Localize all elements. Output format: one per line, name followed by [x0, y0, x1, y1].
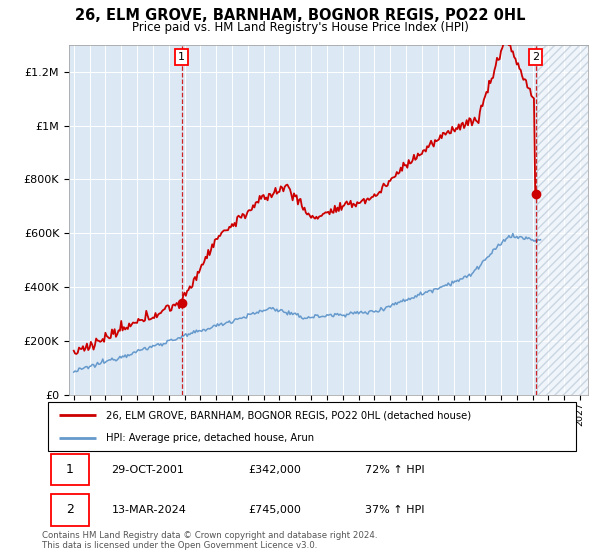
Text: 72% ↑ HPI: 72% ↑ HPI — [365, 465, 424, 474]
Text: 26, ELM GROVE, BARNHAM, BOGNOR REGIS, PO22 0HL: 26, ELM GROVE, BARNHAM, BOGNOR REGIS, PO… — [75, 8, 525, 23]
Text: Contains HM Land Registry data © Crown copyright and database right 2024.
This d: Contains HM Land Registry data © Crown c… — [42, 530, 377, 550]
Text: 2: 2 — [66, 503, 74, 516]
Text: £745,000: £745,000 — [248, 505, 302, 515]
Text: £342,000: £342,000 — [248, 465, 302, 474]
FancyBboxPatch shape — [50, 494, 89, 526]
Text: 13-MAR-2024: 13-MAR-2024 — [112, 505, 186, 515]
FancyBboxPatch shape — [50, 454, 89, 486]
Text: 2: 2 — [532, 52, 539, 62]
Text: HPI: Average price, detached house, Arun: HPI: Average price, detached house, Arun — [106, 433, 314, 442]
FancyBboxPatch shape — [48, 402, 576, 451]
Text: 26, ELM GROVE, BARNHAM, BOGNOR REGIS, PO22 0HL (detached house): 26, ELM GROVE, BARNHAM, BOGNOR REGIS, PO… — [106, 410, 471, 420]
Bar — [536, 45, 596, 395]
Text: 1: 1 — [178, 52, 185, 62]
Text: 1: 1 — [66, 463, 74, 476]
Text: Price paid vs. HM Land Registry's House Price Index (HPI): Price paid vs. HM Land Registry's House … — [131, 21, 469, 34]
Text: 37% ↑ HPI: 37% ↑ HPI — [365, 505, 424, 515]
Text: 29-OCT-2001: 29-OCT-2001 — [112, 465, 184, 474]
